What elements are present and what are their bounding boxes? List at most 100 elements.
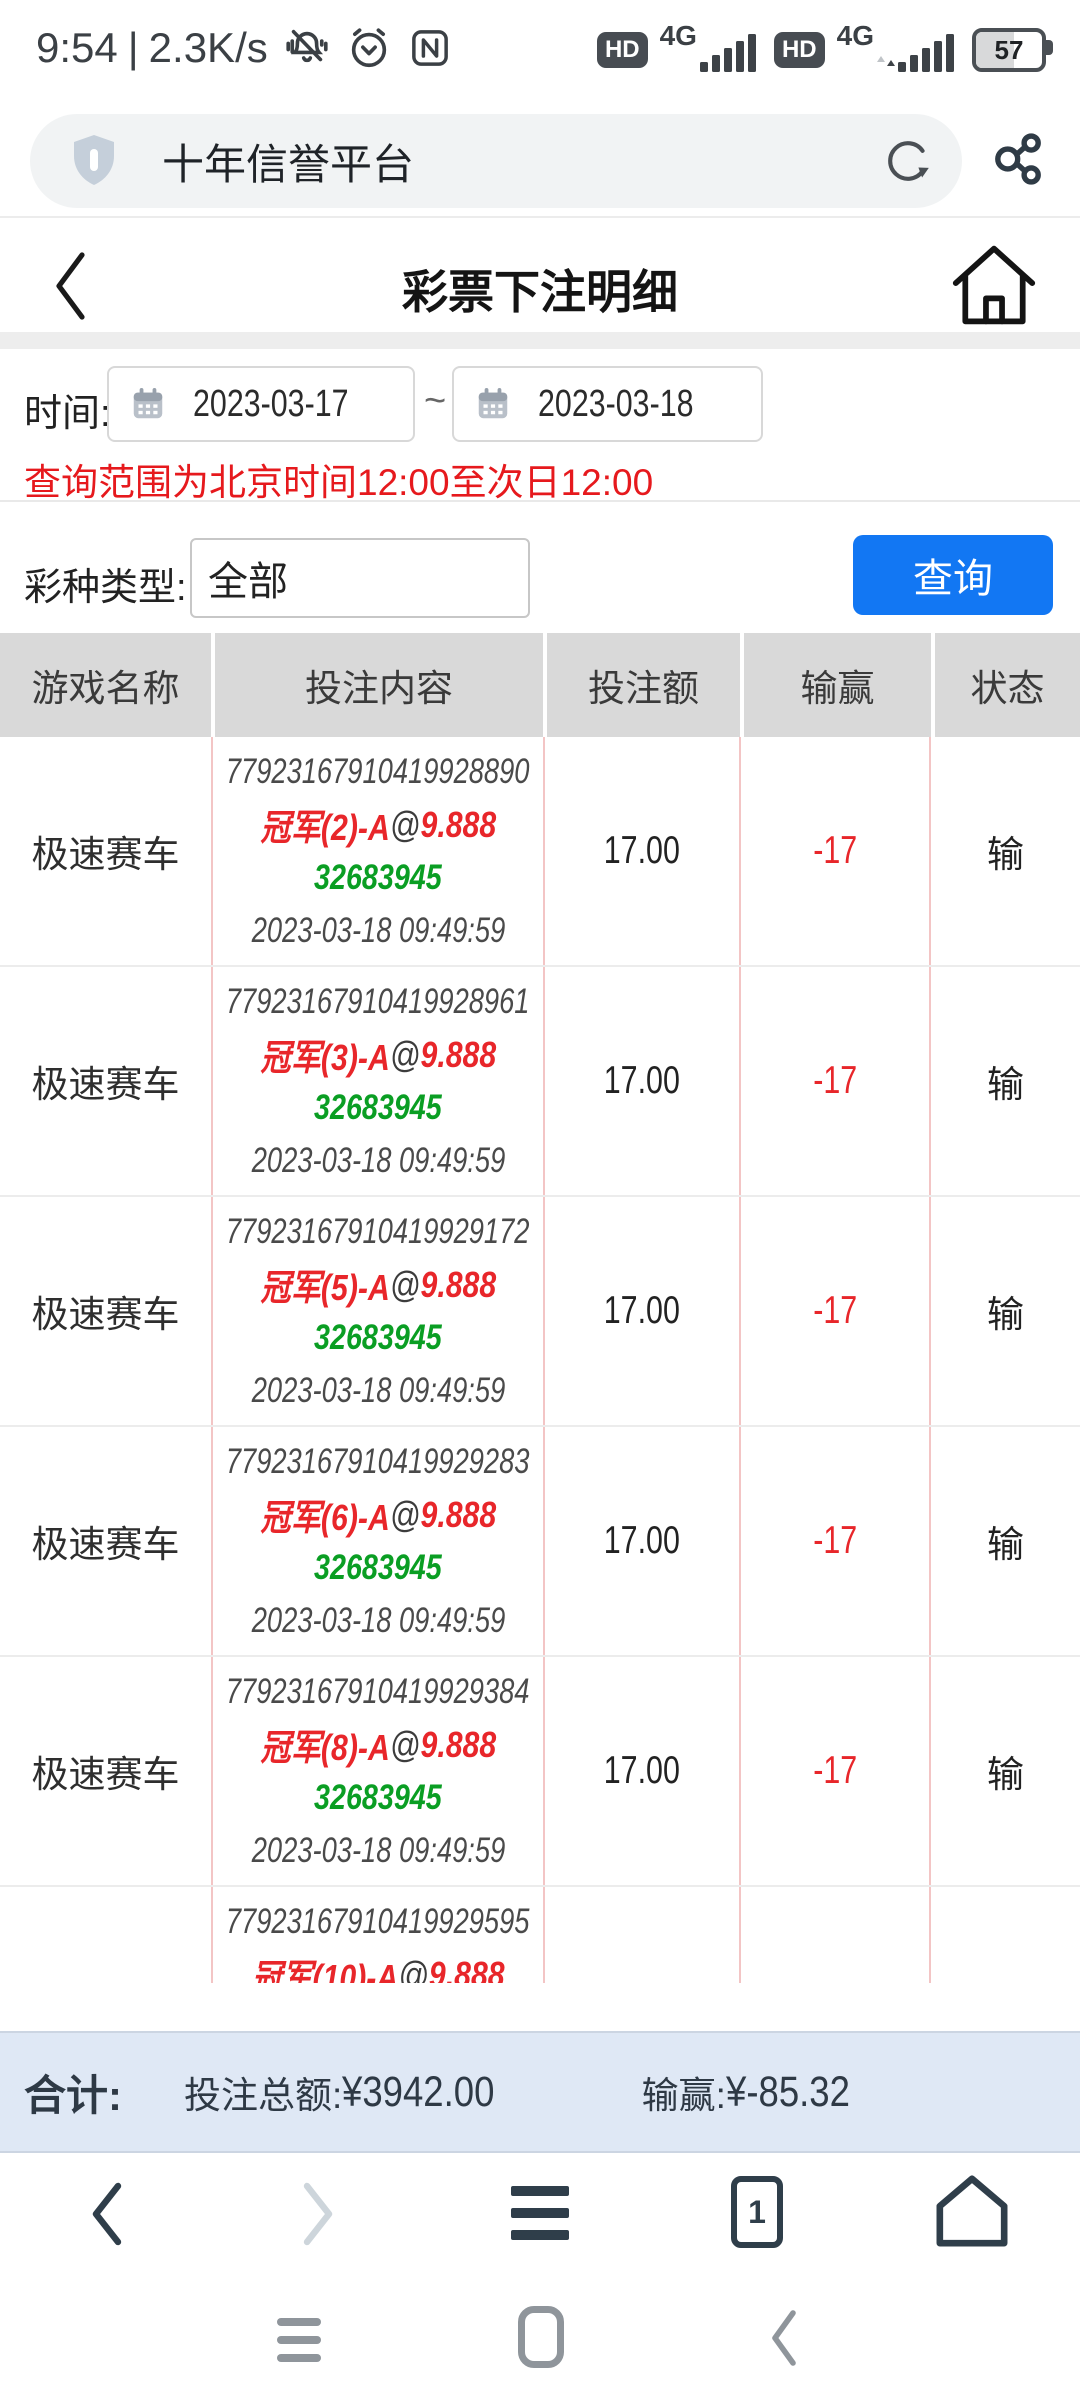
date-from-value: 2023-03-17	[193, 382, 349, 425]
table-row: 77923167910419929595 冠军(10)-A @9.888	[0, 1887, 1080, 1983]
bet-time: 2023-03-18 09:49:59	[251, 1830, 505, 1870]
issue-number: 32683945	[314, 1777, 442, 1817]
query-button[interactable]: 查询	[853, 535, 1053, 615]
win-loss-cell: -17	[741, 1657, 931, 1885]
bet-selection: 冠军(6)-A @9.888	[260, 1493, 496, 1538]
win-loss-cell: -17	[741, 737, 931, 965]
table-body: 极速赛车 77923167910419928890 冠军(2)-A @9.888 …	[0, 737, 1080, 1983]
sim2-net-label: 4G	[836, 20, 874, 51]
signal-bars-icon	[898, 34, 954, 72]
system-back-icon[interactable]	[767, 2308, 801, 2368]
refresh-icon[interactable]	[882, 135, 934, 187]
header-win-loss: 输赢	[744, 633, 931, 737]
browser-back-icon[interactable]	[84, 2180, 128, 2248]
issue-number: 32683945	[314, 1087, 442, 1127]
hd-badge: HD	[596, 32, 648, 68]
status-bar-right: HD 4G HD 4G	[596, 20, 1053, 74]
summary-bar: 合计: 投注总额: ¥3942.00 输赢: ¥-85.32	[0, 2031, 1080, 2153]
system-menu-icon[interactable]	[277, 2318, 321, 2362]
status-cell	[931, 1887, 1080, 1983]
bet-content-cell: 77923167910419929283 冠军(6)-A @9.888 32683…	[213, 1427, 545, 1655]
bet-amount-cell: 17.00	[545, 967, 741, 1195]
header-divider-band	[0, 332, 1080, 349]
status-cell: 输	[987, 1064, 1024, 1105]
status-cell: 输	[987, 1754, 1024, 1795]
page-title: 彩票下注明细	[402, 266, 678, 318]
browser-address-row: 十年信誉平台	[0, 106, 1080, 218]
order-number: 77923167910419928961	[226, 981, 530, 1021]
site-shield-icon	[74, 135, 114, 185]
battery-fill	[976, 32, 1014, 68]
game-name-cell: 极速赛车	[0, 1197, 213, 1425]
bet-time: 2023-03-18 09:49:59	[251, 1370, 505, 1410]
table-row: 极速赛车 77923167910419929384 冠军(8)-A @9.888 …	[0, 1657, 1080, 1887]
bet-selection: 冠军(10)-A @9.888	[251, 1953, 505, 1984]
game-name-cell	[0, 1887, 213, 1983]
sim2-signal: 4G	[837, 20, 960, 72]
calendar-icon	[129, 385, 167, 423]
lottery-type-input[interactable]: 全部	[190, 538, 530, 618]
bet-amount-cell: 17.00	[545, 1197, 741, 1425]
order-number: 77923167910419928890	[226, 751, 530, 791]
bet-content-cell: 77923167910419929384 冠军(8)-A @9.888 32683…	[213, 1657, 545, 1885]
game-name-cell: 极速赛车	[0, 1657, 213, 1885]
divider	[0, 500, 1080, 502]
status-separator: |	[127, 24, 139, 71]
browser-menu-icon[interactable]	[511, 2186, 569, 2240]
battery-icon: 57	[972, 28, 1053, 72]
order-number: 77923167910419929595	[226, 1901, 530, 1941]
bet-time: 2023-03-18 09:49:59	[251, 1140, 505, 1180]
table-row: 极速赛车 77923167910419929172 冠军(5)-A @9.888 …	[0, 1197, 1080, 1427]
bet-total-value: ¥3942.00	[342, 2067, 495, 2116]
issue-number: 32683945	[314, 1547, 442, 1587]
win-loss-label: 输赢:	[641, 2075, 726, 2116]
system-recents-icon[interactable]	[518, 2306, 564, 2368]
battery-level: 57	[994, 34, 1024, 65]
date-to-value: 2023-03-18	[538, 382, 694, 425]
win-loss-cell	[741, 1887, 931, 1983]
home-icon[interactable]	[950, 242, 1038, 328]
tab-count: 1	[748, 2193, 766, 2230]
game-name-cell: 极速赛车	[0, 967, 213, 1195]
share-icon[interactable]	[986, 130, 1044, 188]
alarm-icon	[346, 25, 392, 71]
lottery-type-label: 彩种类型:	[24, 567, 187, 609]
lottery-type-value: 全部	[208, 560, 288, 604]
bet-amount-cell: 17.00	[545, 1657, 741, 1885]
clock-time: 9:54	[36, 24, 118, 71]
network-speed: 2.3K/s	[148, 24, 268, 71]
browser-forward-icon[interactable]	[295, 2180, 339, 2248]
back-chevron-icon[interactable]	[50, 250, 92, 322]
notifications-off-icon	[284, 25, 330, 71]
order-number: 77923167910419929384	[226, 1671, 530, 1711]
status-bar-left: 9:54 | 2.3K/s	[36, 20, 452, 76]
bet-content-cell: 77923167910419929595 冠军(10)-A @9.888	[213, 1887, 545, 1983]
table-row: 极速赛车 77923167910419929283 冠军(6)-A @9.888 …	[0, 1427, 1080, 1657]
sim1-signal: 4G	[660, 20, 762, 72]
page-header: 彩票下注明细	[0, 240, 1080, 332]
bet-amount-cell: 17.00	[545, 737, 741, 965]
sim1-net-label: 4G	[659, 20, 697, 51]
win-loss-cell: -17	[741, 1197, 931, 1425]
table-header: 游戏名称 投注内容 投注额 输赢 状态	[0, 633, 1080, 737]
status-cell: 输	[987, 1294, 1024, 1335]
date-to-input[interactable]: 2023-03-18	[452, 366, 763, 442]
status-cell: 输	[987, 834, 1024, 875]
bet-selection: 冠军(8)-A @9.888	[260, 1723, 496, 1768]
browser-home-icon[interactable]	[933, 2172, 1011, 2250]
hd-badge: HD	[773, 32, 825, 68]
table-row: 极速赛车 77923167910419928890 冠军(2)-A @9.888 …	[0, 737, 1080, 967]
bet-content-cell: 77923167910419929172 冠军(5)-A @9.888 32683…	[213, 1197, 545, 1425]
url-bar[interactable]: 十年信誉平台	[30, 114, 962, 208]
header-status: 状态	[935, 633, 1080, 737]
header-game-name: 游戏名称	[0, 633, 211, 737]
table-row: 极速赛车 77923167910419928961 冠军(3)-A @9.888 …	[0, 967, 1080, 1197]
bet-amount-cell: 17.00	[545, 1427, 741, 1655]
win-loss-value: ¥-85.32	[725, 2067, 850, 2116]
game-name-cell: 极速赛车	[0, 737, 213, 965]
date-from-input[interactable]: 2023-03-17	[107, 366, 415, 442]
browser-tabs-icon[interactable]: 1	[731, 2176, 783, 2248]
bet-selection: 冠军(5)-A @9.888	[260, 1263, 496, 1308]
issue-number: 32683945	[314, 1317, 442, 1357]
